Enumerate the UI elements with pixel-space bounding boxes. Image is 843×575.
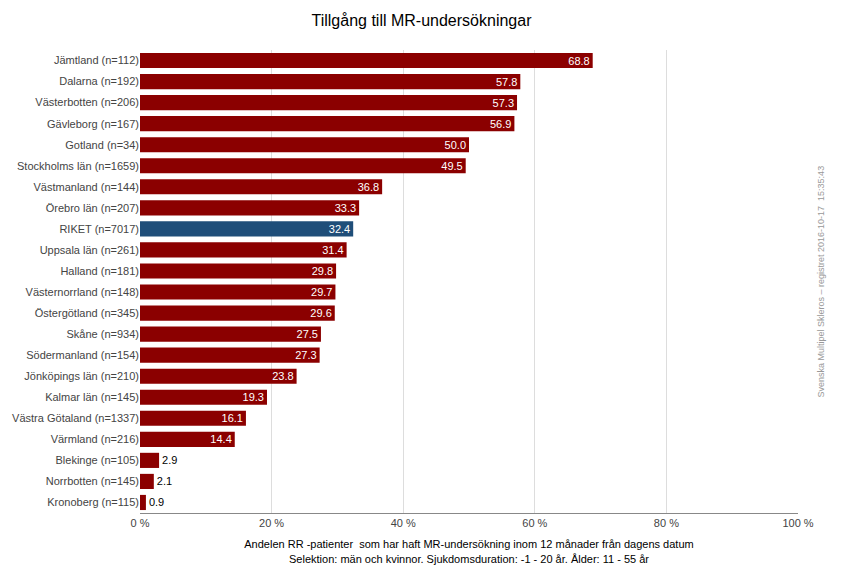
svg-text:Uppsala län (n=261): Uppsala län (n=261) xyxy=(40,244,139,256)
svg-text:Södermanland (n=154): Södermanland (n=154) xyxy=(26,349,139,361)
svg-text:31.4: 31.4 xyxy=(322,244,343,256)
svg-text:14.4: 14.4 xyxy=(210,433,231,445)
svg-text:Västerbotten (n=206): Västerbotten (n=206) xyxy=(35,96,139,108)
svg-text:29.7: 29.7 xyxy=(311,286,332,298)
svg-text:Västernorrland (n=148): Västernorrland (n=148) xyxy=(26,286,139,298)
svg-text:57.8: 57.8 xyxy=(496,76,517,88)
svg-text:27.5: 27.5 xyxy=(297,328,318,340)
svg-text:0 %: 0 % xyxy=(131,517,150,529)
svg-text:Örebro län (n=207): Örebro län (n=207) xyxy=(46,202,139,214)
svg-text:29.8: 29.8 xyxy=(312,265,333,277)
svg-text:50.0: 50.0 xyxy=(445,139,466,151)
svg-text:Kalmar län (n=145): Kalmar län (n=145) xyxy=(45,391,139,403)
svg-text:27.3: 27.3 xyxy=(295,349,316,361)
svg-text:2.1: 2.1 xyxy=(157,475,172,487)
svg-text:Tillgång till MR-undersökninga: Tillgång till MR-undersökningar xyxy=(312,12,533,29)
svg-text:Halland (n=181): Halland (n=181) xyxy=(60,265,139,277)
svg-text:Dalarna (n=192): Dalarna (n=192) xyxy=(59,75,139,87)
svg-text:60 %: 60 % xyxy=(522,517,547,529)
svg-text:0.9: 0.9 xyxy=(149,496,164,508)
svg-text:Svenska Multipel Skleros – reg: Svenska Multipel Skleros – registret 201… xyxy=(816,166,826,398)
svg-text:29.6: 29.6 xyxy=(310,307,331,319)
svg-text:57.3: 57.3 xyxy=(493,97,514,109)
svg-text:23.8: 23.8 xyxy=(272,370,293,382)
svg-text:68.8: 68.8 xyxy=(568,55,589,67)
svg-text:Värmland (n=216): Värmland (n=216) xyxy=(51,433,139,445)
svg-text:19.3: 19.3 xyxy=(243,391,264,403)
svg-text:RIKET (n=7017): RIKET (n=7017) xyxy=(59,223,139,235)
svg-text:20 %: 20 % xyxy=(259,517,284,529)
svg-text:49.5: 49.5 xyxy=(441,160,462,172)
svg-text:2.9: 2.9 xyxy=(162,454,177,466)
svg-text:Jämtland (n=112): Jämtland (n=112) xyxy=(54,54,139,66)
svg-text:Skåne (n=934): Skåne (n=934) xyxy=(67,328,139,340)
svg-text:16.1: 16.1 xyxy=(222,412,243,424)
svg-text:33.3: 33.3 xyxy=(335,202,356,214)
svg-text:40 %: 40 % xyxy=(391,517,416,529)
svg-text:Gotland (n=34): Gotland (n=34) xyxy=(65,139,139,151)
svg-text:Andelen RR -patienter som har: Andelen RR -patienter som har haft MR-un… xyxy=(244,538,693,564)
svg-text:Östergötland (n=345): Östergötland (n=345) xyxy=(35,307,139,319)
svg-text:100 %: 100 % xyxy=(782,517,813,529)
svg-text:80 %: 80 % xyxy=(654,517,679,529)
svg-text:Norrbotten (n=145): Norrbotten (n=145) xyxy=(46,475,139,487)
svg-text:Västmanland (n=144): Västmanland (n=144) xyxy=(34,181,139,193)
svg-text:Blekinge (n=105): Blekinge (n=105) xyxy=(56,454,139,466)
svg-text:56.9: 56.9 xyxy=(490,118,511,130)
svg-text:Gävleborg (n=167): Gävleborg (n=167) xyxy=(47,118,139,130)
svg-text:32.4: 32.4 xyxy=(329,223,350,235)
svg-text:Kronoberg (n=115): Kronoberg (n=115) xyxy=(47,496,139,508)
svg-text:Västra Götaland (n=1337): Västra Götaland (n=1337) xyxy=(12,412,139,424)
svg-text:Jönköpings län (n=210): Jönköpings län (n=210) xyxy=(24,370,139,382)
svg-text:36.8: 36.8 xyxy=(358,181,379,193)
svg-text:Stockholms län (n=1659): Stockholms län (n=1659) xyxy=(17,160,139,172)
